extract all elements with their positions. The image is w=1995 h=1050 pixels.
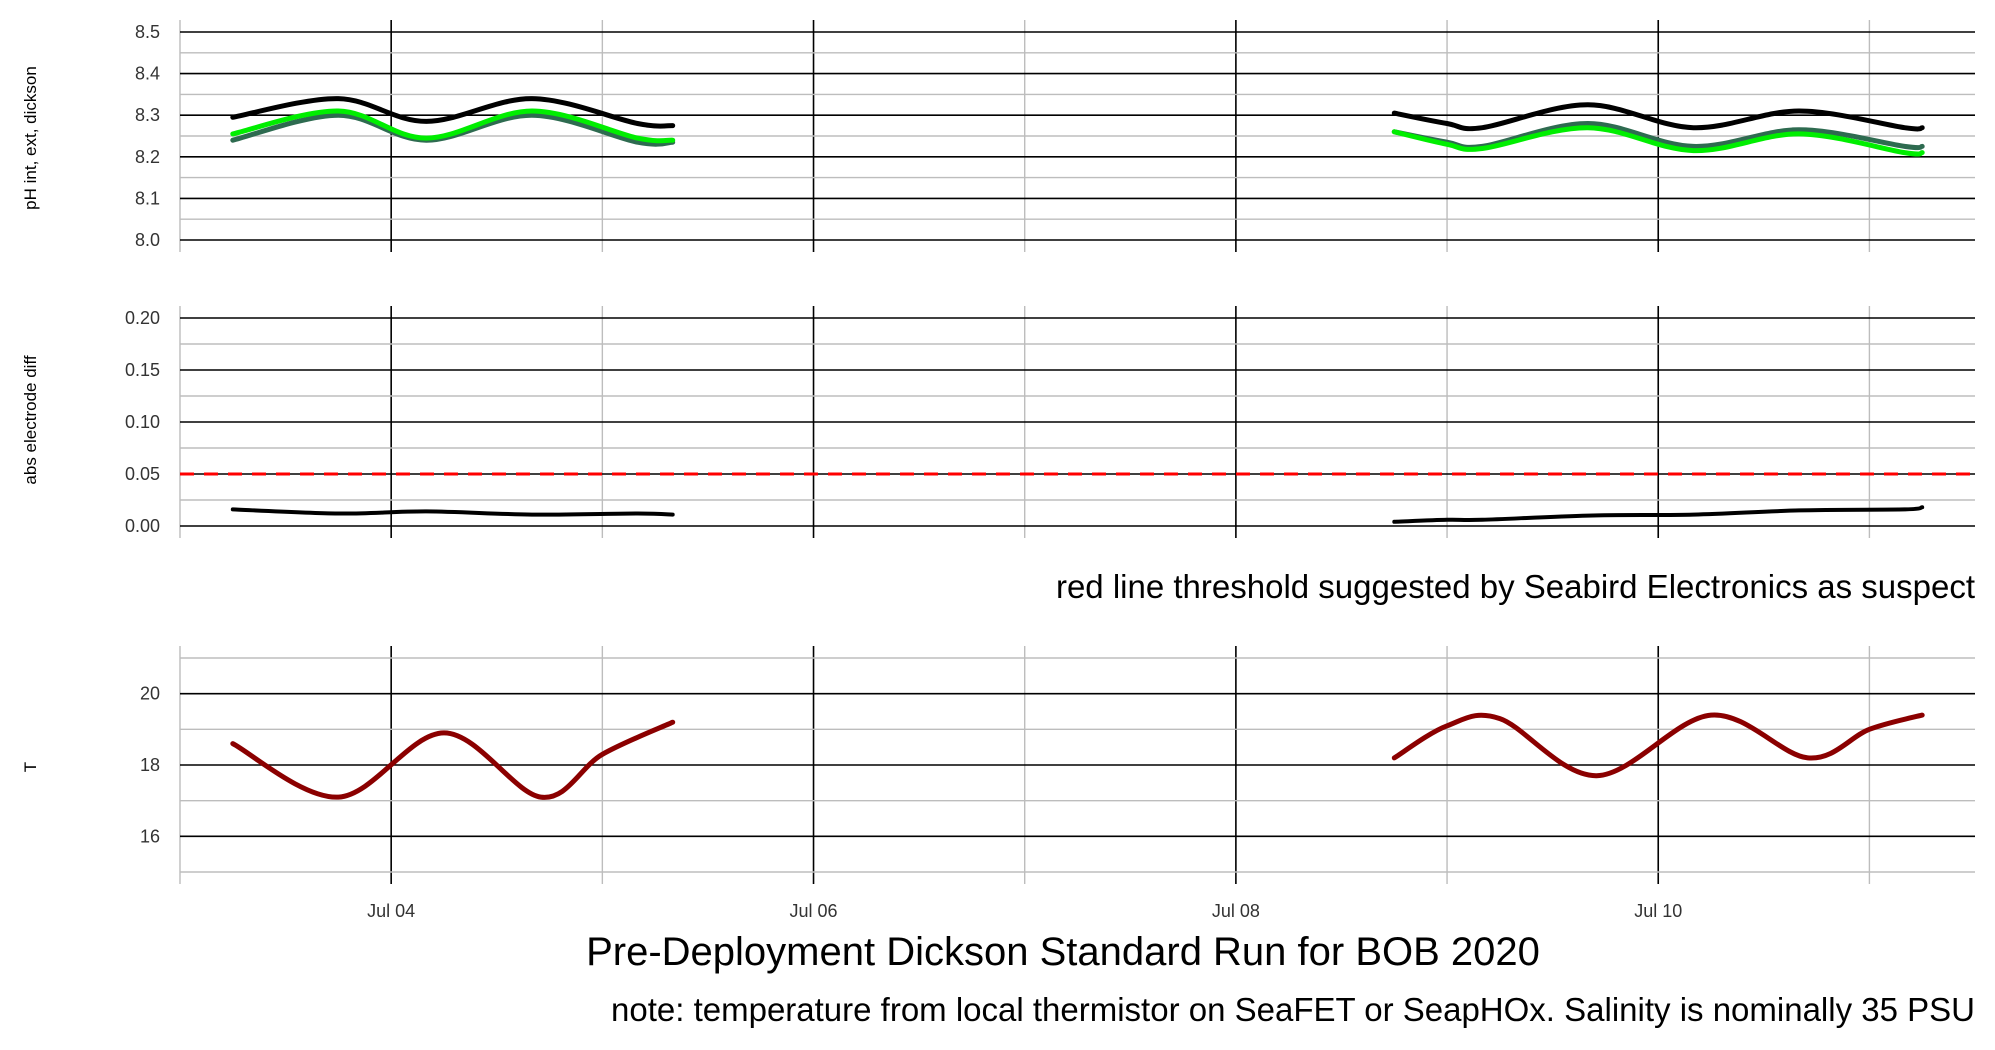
threshold-annotation: red line threshold suggested by Seabird … xyxy=(1056,568,1975,605)
y-tick-label: 8.0 xyxy=(135,230,160,250)
series-line-ph_int-2 xyxy=(1391,125,1925,157)
series-line-temperature-1 xyxy=(230,719,676,800)
x-tick-label: Jul 10 xyxy=(1634,901,1682,921)
y-tick-label: 0.20 xyxy=(125,308,160,328)
y-tick-label: 8.5 xyxy=(135,22,160,42)
series-line-ph_dickson-2 xyxy=(1391,102,1925,132)
y-tick-label: 16 xyxy=(140,826,160,846)
y-tick-label: 8.1 xyxy=(135,188,160,208)
x-tick-label: Jul 06 xyxy=(790,901,838,921)
ph-panel: 8.0 8.1 8.2 8.3 8.4 8.5 xyxy=(135,20,1975,252)
series-line-diff-2 xyxy=(1392,505,1925,524)
diff-panel-ylabel: abs electrode diff xyxy=(21,355,40,484)
y-tick-label: 8.4 xyxy=(135,64,160,84)
ph-panel-ylabel: pH int, ext, dickson xyxy=(21,66,40,210)
y-tick-label: 0.10 xyxy=(125,412,160,432)
temperature-panel: 16 18 20 xyxy=(140,646,1975,884)
y-tick-label: 0.00 xyxy=(125,516,160,536)
y-tick-label: 8.3 xyxy=(135,105,160,125)
y-tick-label: 18 xyxy=(140,755,160,775)
x-tick-label: Jul 08 xyxy=(1212,901,1260,921)
y-tick-label: 8.2 xyxy=(135,147,160,167)
y-tick-label: 0.15 xyxy=(125,360,160,380)
chart-caption: note: temperature from local thermistor … xyxy=(611,991,1975,1028)
series-line-diff-1 xyxy=(230,507,675,517)
y-tick-label: 0.05 xyxy=(125,464,160,484)
series-line-temperature-2 xyxy=(1391,712,1925,779)
x-axis: Jul 04 Jul 06 Jul 08 Jul 10 xyxy=(367,901,1682,921)
series-line-ph_ext-1 xyxy=(230,112,676,147)
x-tick-label: Jul 04 xyxy=(367,901,415,921)
electrode-diff-panel: 0.00 0.05 0.10 0.15 0.20 xyxy=(125,306,1975,538)
y-tick-label: 20 xyxy=(140,684,160,704)
chart-title: Pre-Deployment Dickson Standard Run for … xyxy=(586,930,1540,974)
temp-panel-ylabel: T xyxy=(21,762,40,772)
series-line-ph_dickson-1 xyxy=(230,96,676,129)
series-line-ph_int-1 xyxy=(230,108,676,144)
